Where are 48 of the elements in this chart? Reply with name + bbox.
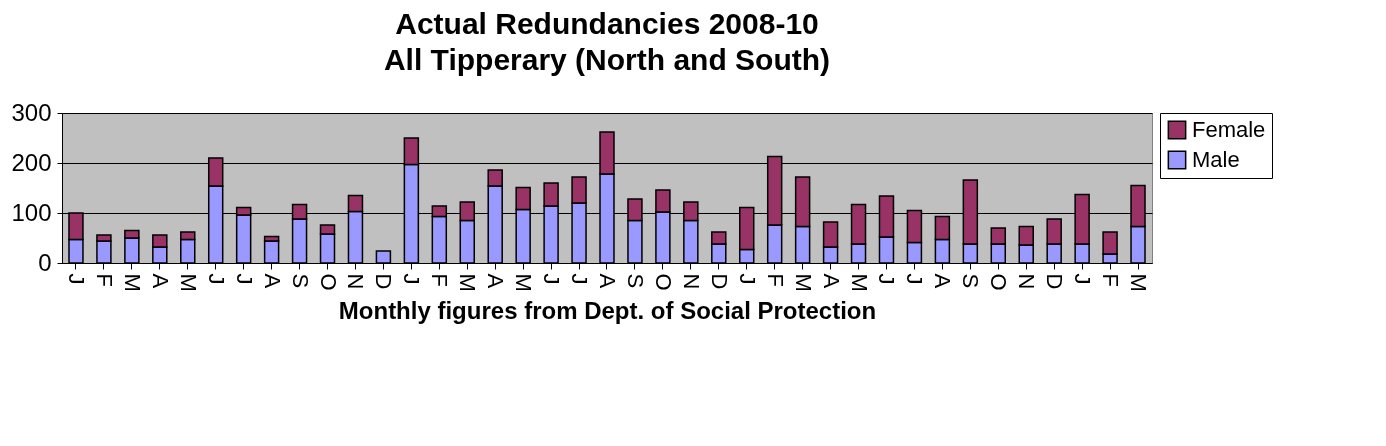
x-tick-label: J: [203, 273, 229, 285]
legend-label: Male: [1192, 147, 1240, 172]
x-tick-label: J: [734, 273, 760, 285]
chart-subtitle: All Tipperary (North and South): [383, 43, 831, 76]
x-tick-label: F: [762, 273, 788, 287]
x-tick-label: O: [315, 273, 341, 291]
y-tick-label: 0: [38, 248, 52, 276]
x-tick-label: J: [231, 273, 257, 285]
x-tick-label: M: [119, 273, 145, 292]
x-tick-label: A: [930, 273, 956, 289]
x-tick-label: A: [818, 273, 844, 289]
x-tick-label: J: [902, 273, 928, 285]
x-tick-label: S: [622, 273, 648, 289]
x-tick-label: J: [567, 273, 593, 285]
x-tick-label: J: [63, 273, 89, 285]
chart-title: Actual Redundancies 2008-10: [395, 7, 819, 40]
x-tick-label: A: [595, 273, 620, 289]
x-tick-label: M: [455, 273, 481, 292]
x-tick-label: M: [175, 273, 201, 292]
x-tick-label: O: [986, 273, 1012, 291]
x-tick-label: S: [287, 273, 313, 289]
x-tick-label: D: [1042, 273, 1068, 290]
x-tick-label: J: [1070, 273, 1096, 285]
x-tick-label: M: [1126, 273, 1152, 292]
x-tick-label: F: [427, 273, 453, 287]
x-tick-label: A: [147, 273, 173, 289]
x-tick-label: M: [846, 273, 872, 292]
y-tick-label: 100: [11, 198, 52, 226]
x-tick-label: N: [678, 273, 704, 290]
x-tick-label: N: [1014, 273, 1040, 290]
legend-label: Female: [1192, 117, 1266, 142]
x-tick-label: J: [874, 273, 900, 285]
x-tick-label: N: [343, 273, 369, 290]
x-tick-label: F: [91, 273, 117, 287]
x-tick-label: J: [399, 273, 425, 285]
x-tick-label: S: [958, 273, 984, 289]
x-tick-label: M: [511, 273, 537, 292]
x-tick-label: O: [650, 273, 676, 291]
x-tick-label: A: [483, 273, 509, 289]
x-tick-label: A: [259, 273, 285, 289]
x-axis-title: Monthly figures from Dept. of Social Protection: [338, 296, 877, 324]
y-tick-label: 200: [11, 148, 52, 176]
x-tick-label: F: [1098, 273, 1124, 287]
x-tick-label: M: [790, 273, 816, 292]
y-tick-label: 300: [11, 98, 52, 126]
x-tick-label: D: [371, 273, 397, 290]
x-tick-label: J: [539, 273, 565, 285]
x-tick-label: D: [706, 273, 732, 290]
